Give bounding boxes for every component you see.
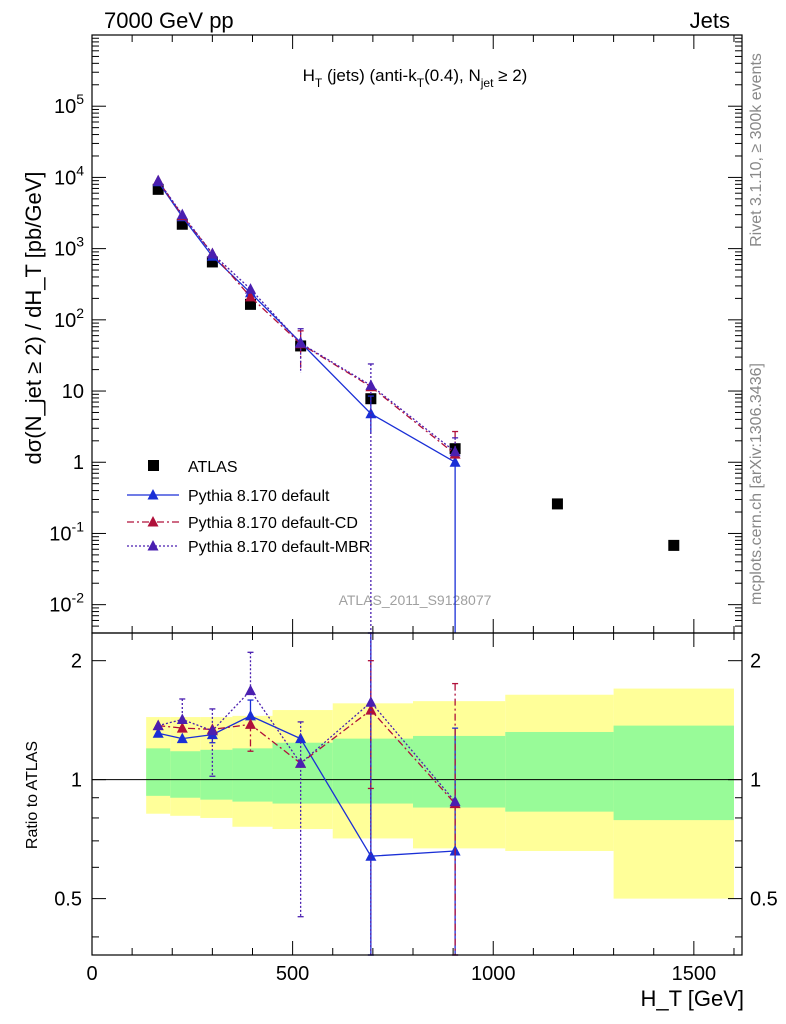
ratio-point (176, 722, 188, 733)
legend-marker (147, 540, 159, 551)
inner-band (412, 735, 506, 808)
mcplots-info: mcplots.cern.ch [arXiv:1306.3436] (748, 363, 766, 605)
y-tick-label: 103 (54, 234, 84, 261)
x-tick-label: 1000 (471, 963, 516, 985)
watermark: ATLAS_2011_S9128077 (339, 592, 492, 608)
inner-band (170, 751, 201, 798)
y-tick-label-right: 2 (750, 651, 761, 673)
y-tick-label: 10-2 (49, 590, 84, 617)
x-tick-label: 0 (86, 963, 97, 985)
series-pythia-8-170-default (152, 175, 461, 633)
inner-band (613, 725, 734, 821)
ratio-ticks: 0.5 0.5 1 1 2 2 0 500 1000 1500 (54, 633, 778, 985)
mcplots-text: mcplots.cern.ch [arXiv:1306.3436] (748, 363, 765, 605)
header-right: Jets (689, 8, 730, 33)
uncertainty-bands (146, 688, 734, 899)
legend: ATLAS Pythia 8.170 default Pythia 8.170 de… (127, 459, 370, 556)
inner-band (332, 738, 413, 804)
y-tick-label-left: 1 (71, 770, 82, 792)
y-tick-label: 10 (62, 381, 84, 403)
ratio-point (449, 795, 461, 807)
data-point (551, 498, 563, 510)
data-point (206, 247, 218, 259)
y-tick-label: 10-1 (49, 518, 84, 545)
y-tick-label: 102 (54, 305, 84, 332)
data-point (668, 539, 680, 551)
ratio-point (365, 850, 377, 861)
series-line (157, 180, 456, 455)
x-tick-label: 500 (276, 963, 309, 985)
ratio-point (206, 724, 218, 736)
y-tick-label-left: 2 (71, 651, 82, 673)
legend-label: ATLAS (188, 459, 238, 476)
inner-band (505, 731, 614, 812)
legend-label: Pythia 8.170 default-CD (188, 515, 358, 532)
ratio-point (295, 732, 307, 744)
y-tick-label: 105 (54, 91, 84, 118)
ratio-label-text: Ratio to ATLAS (24, 740, 41, 850)
main-ticks: 10-2 10-1 1 10 102 103 104 105 (49, 35, 742, 634)
data-point (152, 183, 164, 195)
ratio-point (245, 709, 256, 721)
ratio-point (152, 719, 164, 731)
header-left: 7000 GeV pp (104, 8, 234, 33)
y-tick-label: 104 (54, 162, 84, 189)
data-point (176, 218, 188, 230)
inner-band (146, 748, 171, 796)
inner-band (200, 749, 233, 800)
series-pythia-8-170-default-cd (152, 174, 461, 459)
data-point (245, 290, 256, 302)
y-axis-label-main: dσ(N_jet ≥ 2) / dH_T [pb/GeV] (21, 171, 47, 464)
ratio-plot: 0.5 0.5 1 1 2 2 0 500 1000 1500 (54, 632, 778, 985)
ratio-point (245, 684, 256, 696)
ratio-point (245, 718, 256, 729)
data-point (245, 283, 256, 294)
main-plot: 10-2 10-1 1 10 102 103 104 105 HT (jets) (anti-k… (49, 34, 743, 634)
inner-band (272, 742, 333, 804)
data-point (449, 456, 461, 467)
rivet-info: Rivet 3.1.10, ≥ 300k events (748, 53, 766, 247)
y-tick-label-right: 1 (750, 770, 761, 792)
y-axis-label-text: dσ(N_jet ≥ 2) / dH_T [pb/GeV] (21, 171, 46, 465)
legend-marker (147, 489, 159, 500)
data-point (206, 256, 218, 268)
x-axis-label: H_T [GeV] (640, 986, 744, 1011)
ratio-point (365, 696, 377, 707)
y-tick-label-right: 0.5 (750, 889, 778, 911)
data-point (176, 208, 188, 220)
ratio-point (295, 757, 307, 768)
data-point (365, 379, 377, 390)
ratio-plot-frame (91, 632, 743, 956)
y-tick-label-left: 0.5 (54, 889, 82, 911)
ratio-point (152, 727, 164, 738)
y-axis-label-ratio: Ratio to ATLAS (24, 741, 42, 849)
y-tick-label: 1 (73, 452, 84, 474)
rivet-text: Rivet 3.1.10, ≥ 300k events (748, 53, 765, 247)
series-line (157, 180, 456, 453)
series-line (157, 181, 456, 463)
legend-marker (148, 460, 159, 471)
legend-marker (147, 516, 159, 527)
data-point (449, 445, 461, 457)
inner-band (232, 748, 273, 802)
legend-label: Pythia 8.170 default-MBR (188, 539, 370, 556)
data-point (244, 298, 256, 310)
chart-title: HT (jets) (anti-kT(0.4), Njet ≥ 2) (303, 66, 528, 90)
ratio-point (176, 732, 188, 744)
x-tick-label: 1500 (672, 963, 717, 985)
ratio-point (176, 713, 188, 724)
data-point (152, 174, 164, 186)
legend-label: Pythia 8.170 default (188, 488, 330, 505)
series-pythia-8-170-default-mbr (152, 174, 461, 633)
data-point (295, 337, 307, 348)
